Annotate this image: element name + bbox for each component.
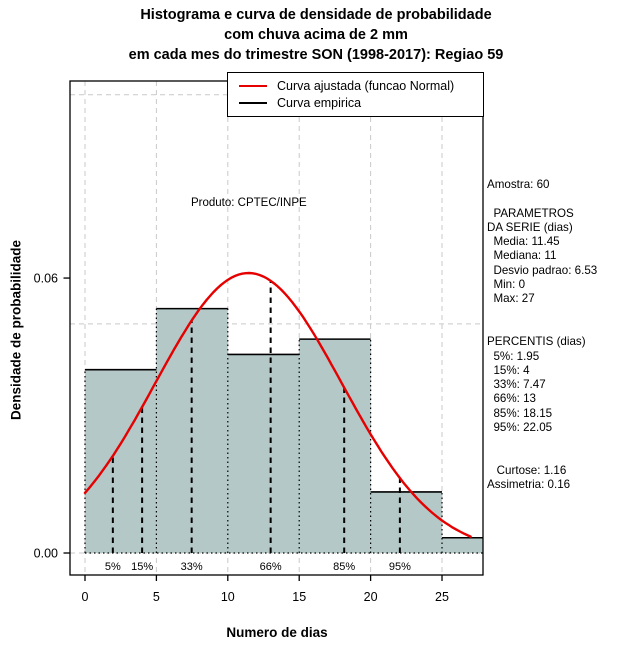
product-annotation: Produto: CPTEC/INPE xyxy=(191,197,307,209)
x-tick-label: 15 xyxy=(292,590,306,604)
chart-title: Histograma e curva de densidade de proba… xyxy=(8,5,624,65)
normal-curve xyxy=(83,271,472,538)
density-curve-layer xyxy=(83,271,472,538)
legend-item-fitted-curve: Curva ajustada (funcao Normal) xyxy=(239,79,483,93)
title-line-2: com chuva acima de 2 mm xyxy=(224,27,408,43)
histogram-bar xyxy=(442,537,483,554)
legend-label-fitted: Curva ajustada (funcao Normal) xyxy=(277,79,455,93)
y-tick-label: 0.00 xyxy=(34,546,58,560)
x-tick-label: 20 xyxy=(364,590,378,604)
histogram-bar xyxy=(227,354,300,554)
percentile-label: 5% xyxy=(105,561,121,573)
histogram-bar xyxy=(299,339,371,554)
legend: Curva ajustada (funcao Normal) Curva emp… xyxy=(227,72,484,117)
percent-labels-layer: 5% 15% 33% 66% 85% 95% xyxy=(105,561,411,573)
x-tick-label: 25 xyxy=(435,590,449,604)
legend-item-empirical-curve: Curva empirica xyxy=(239,96,483,110)
title-line-1: Histograma e curva de densidade de proba… xyxy=(140,7,492,23)
percentile-label: 66% xyxy=(260,561,282,573)
legend-label-empirical: Curva empirica xyxy=(277,96,362,110)
x-tick-label: 5 xyxy=(153,590,160,604)
axis-ticks-layer: 0 5 10 15 20 25 0.00 0.06 xyxy=(34,271,449,604)
title-line-3: em cada mes do trimestre SON (1998-2017)… xyxy=(128,47,504,63)
x-tick-label: 10 xyxy=(221,590,235,604)
percentile-label: 15% xyxy=(131,561,153,573)
y-tick-label: 0.06 xyxy=(34,271,58,285)
histogram-bar xyxy=(370,491,443,554)
red-line-icon xyxy=(239,84,267,88)
x-tick-label: 0 xyxy=(82,590,89,604)
percentile-label: 33% xyxy=(181,561,203,573)
percentile-label: 95% xyxy=(389,561,411,573)
x-axis-label: Numero de dias xyxy=(226,625,328,640)
histogram-bar xyxy=(84,369,157,554)
histogram-bars-layer xyxy=(84,307,483,554)
stats-panel: Amostra: 60 PARAMETROS DA SERIE (dias) M… xyxy=(487,178,598,492)
y-axis-label: Densidade de probabilidade xyxy=(8,239,24,421)
percentile-label: 85% xyxy=(333,561,355,573)
percentile-lines-layer xyxy=(111,280,401,554)
black-line-icon xyxy=(239,102,267,104)
